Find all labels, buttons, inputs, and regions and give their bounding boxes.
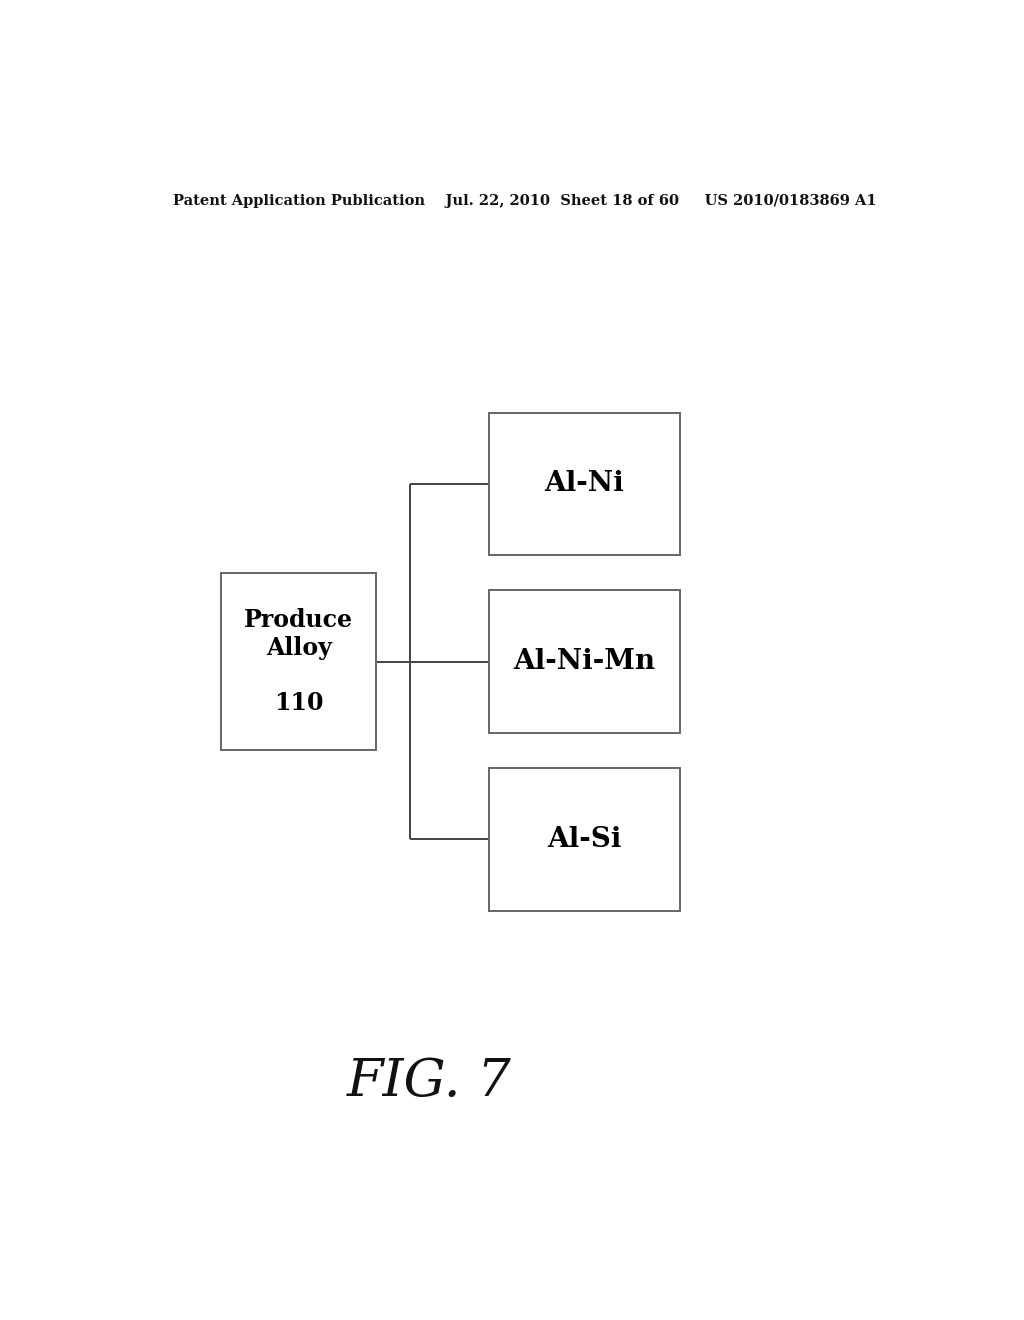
FancyBboxPatch shape bbox=[489, 590, 680, 733]
FancyBboxPatch shape bbox=[489, 768, 680, 911]
Text: Al-Ni-Mn: Al-Ni-Mn bbox=[513, 648, 655, 675]
Text: Al-Ni: Al-Ni bbox=[545, 470, 625, 498]
FancyBboxPatch shape bbox=[221, 573, 376, 751]
FancyBboxPatch shape bbox=[489, 412, 680, 554]
Text: FIG. 7: FIG. 7 bbox=[347, 1056, 512, 1106]
Text: Patent Application Publication    Jul. 22, 2010  Sheet 18 of 60     US 2010/0183: Patent Application Publication Jul. 22, … bbox=[173, 194, 877, 209]
Text: Produce
Alloy

110: Produce Alloy 110 bbox=[244, 607, 353, 715]
Text: Al-Si: Al-Si bbox=[547, 826, 622, 853]
